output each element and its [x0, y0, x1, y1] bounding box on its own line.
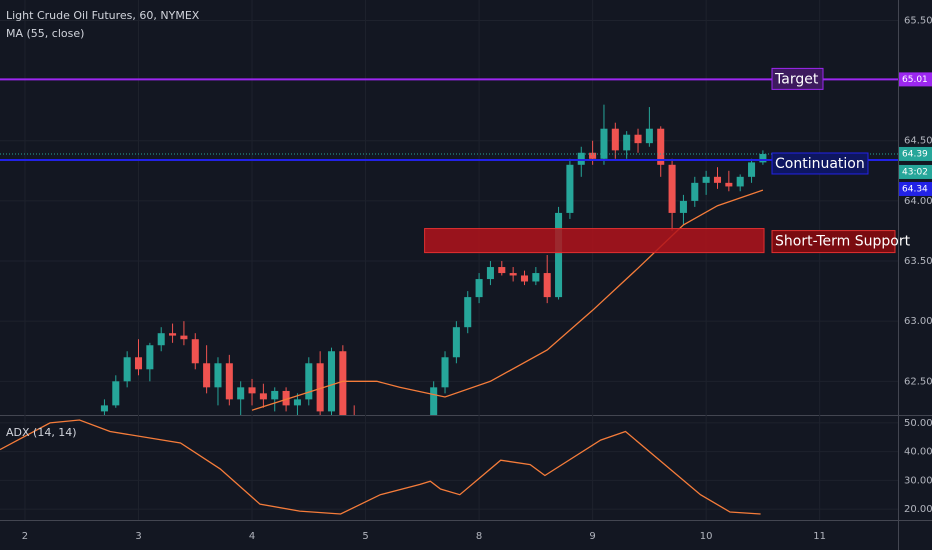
y-tick-label: 64.00 — [904, 196, 932, 207]
candle-body — [237, 387, 245, 400]
candle-body — [293, 399, 301, 406]
candle-body — [736, 176, 744, 187]
y-tick-label: 62.50 — [904, 376, 932, 387]
last-price-label-badge — [899, 146, 932, 161]
x-tick-label: 8 — [476, 531, 482, 542]
chart-title: Light Crude Oil Futures, 60, NYMEX — [6, 9, 200, 22]
candle-body — [134, 357, 143, 370]
y-tick-label: 40.00 — [904, 447, 932, 458]
continuation-price-label-badge — [899, 181, 932, 196]
candle-body — [691, 182, 699, 201]
x-tick-label: 4 — [249, 531, 255, 542]
candle-body — [759, 153, 767, 163]
candle-body — [589, 152, 597, 159]
target-price-label-badge — [899, 72, 932, 87]
overlay: 62.50 63.00 63.50 64.00 64.50 65.50 Short-Term… — [0, 9, 932, 542]
zone-label: Short-Term Support — [775, 234, 911, 250]
adx-line — [0, 419, 761, 515]
support-zone — [424, 228, 765, 254]
y-tick-label: 50.00 — [904, 418, 932, 429]
candle-body — [316, 363, 324, 412]
candle-body — [146, 345, 154, 370]
candle-body — [520, 275, 529, 282]
candle-body — [725, 182, 733, 187]
main-pane — [100, 104, 767, 415]
countdown-label: 43:02 — [902, 167, 928, 177]
candle-body — [464, 297, 472, 328]
level-label: Continuation — [775, 156, 865, 172]
candle-body — [543, 273, 551, 298]
grid — [0, 0, 898, 520]
last-price-label: 64.39 — [902, 149, 928, 159]
level-label: Target — [774, 71, 819, 87]
candle-body — [577, 152, 585, 165]
candle-body — [169, 333, 177, 336]
y-tick-label: 63.00 — [904, 316, 932, 327]
candle-body — [668, 164, 676, 213]
label-box — [771, 152, 869, 175]
candle-body — [157, 333, 165, 346]
candle-body — [748, 162, 756, 177]
candle-body — [498, 267, 506, 274]
candle-body — [123, 357, 131, 382]
candle-body — [702, 176, 710, 183]
y-tick-label: 65.50 — [904, 15, 932, 26]
candle-body — [430, 387, 438, 415]
candle-body — [623, 134, 631, 151]
candle-body — [645, 128, 653, 144]
candle-body — [679, 200, 687, 213]
y-tick-label: 20.00 — [904, 504, 932, 515]
candle-body — [486, 267, 494, 280]
candle-body — [112, 381, 120, 406]
indicator-legend: ADX (14, 14) — [6, 426, 77, 439]
x-tick-label: 2 — [22, 531, 28, 542]
candle-body — [600, 128, 608, 159]
candle-body — [509, 273, 517, 276]
continuation-price-label: 64.34 — [902, 184, 928, 194]
candle-body — [225, 363, 233, 400]
overlay-legend: MA (55, close) — [6, 27, 84, 40]
y-tick-label: 30.00 — [904, 475, 932, 486]
candle-body — [441, 357, 449, 388]
candle-body — [555, 212, 563, 298]
candle-body — [248, 387, 256, 394]
candle-body — [713, 176, 722, 183]
y-tick-label: 63.50 — [904, 256, 932, 267]
candle-body — [259, 393, 267, 400]
candle-body — [180, 335, 188, 340]
candle-body — [634, 134, 642, 144]
x-tick-label: 9 — [589, 531, 595, 542]
x-tick-label: 3 — [135, 531, 141, 542]
candle-body — [566, 164, 574, 213]
x-tick-label: 11 — [813, 531, 826, 542]
candle-body — [327, 351, 336, 412]
candle-body — [191, 339, 199, 364]
countdown-label-badge — [899, 164, 932, 179]
candle-body — [611, 128, 619, 151]
candle-body — [100, 405, 108, 412]
candle-body — [282, 390, 290, 406]
y-tick-label: 64.50 — [904, 136, 932, 147]
label-box — [771, 230, 896, 254]
candle-body — [305, 363, 313, 400]
candle-body — [339, 351, 347, 415]
target-price-label: 65.01 — [902, 75, 928, 85]
label-box — [771, 67, 824, 90]
candle-body — [475, 279, 483, 298]
candle-body — [452, 327, 460, 358]
x-tick-label: 5 — [362, 531, 368, 542]
candle-body — [203, 363, 211, 388]
candle-body — [657, 128, 665, 165]
moving-average-line — [251, 189, 764, 411]
candle-body — [532, 273, 540, 282]
candle-body — [271, 390, 279, 400]
x-tick-label: 10 — [700, 531, 713, 542]
candle-body — [214, 363, 222, 388]
